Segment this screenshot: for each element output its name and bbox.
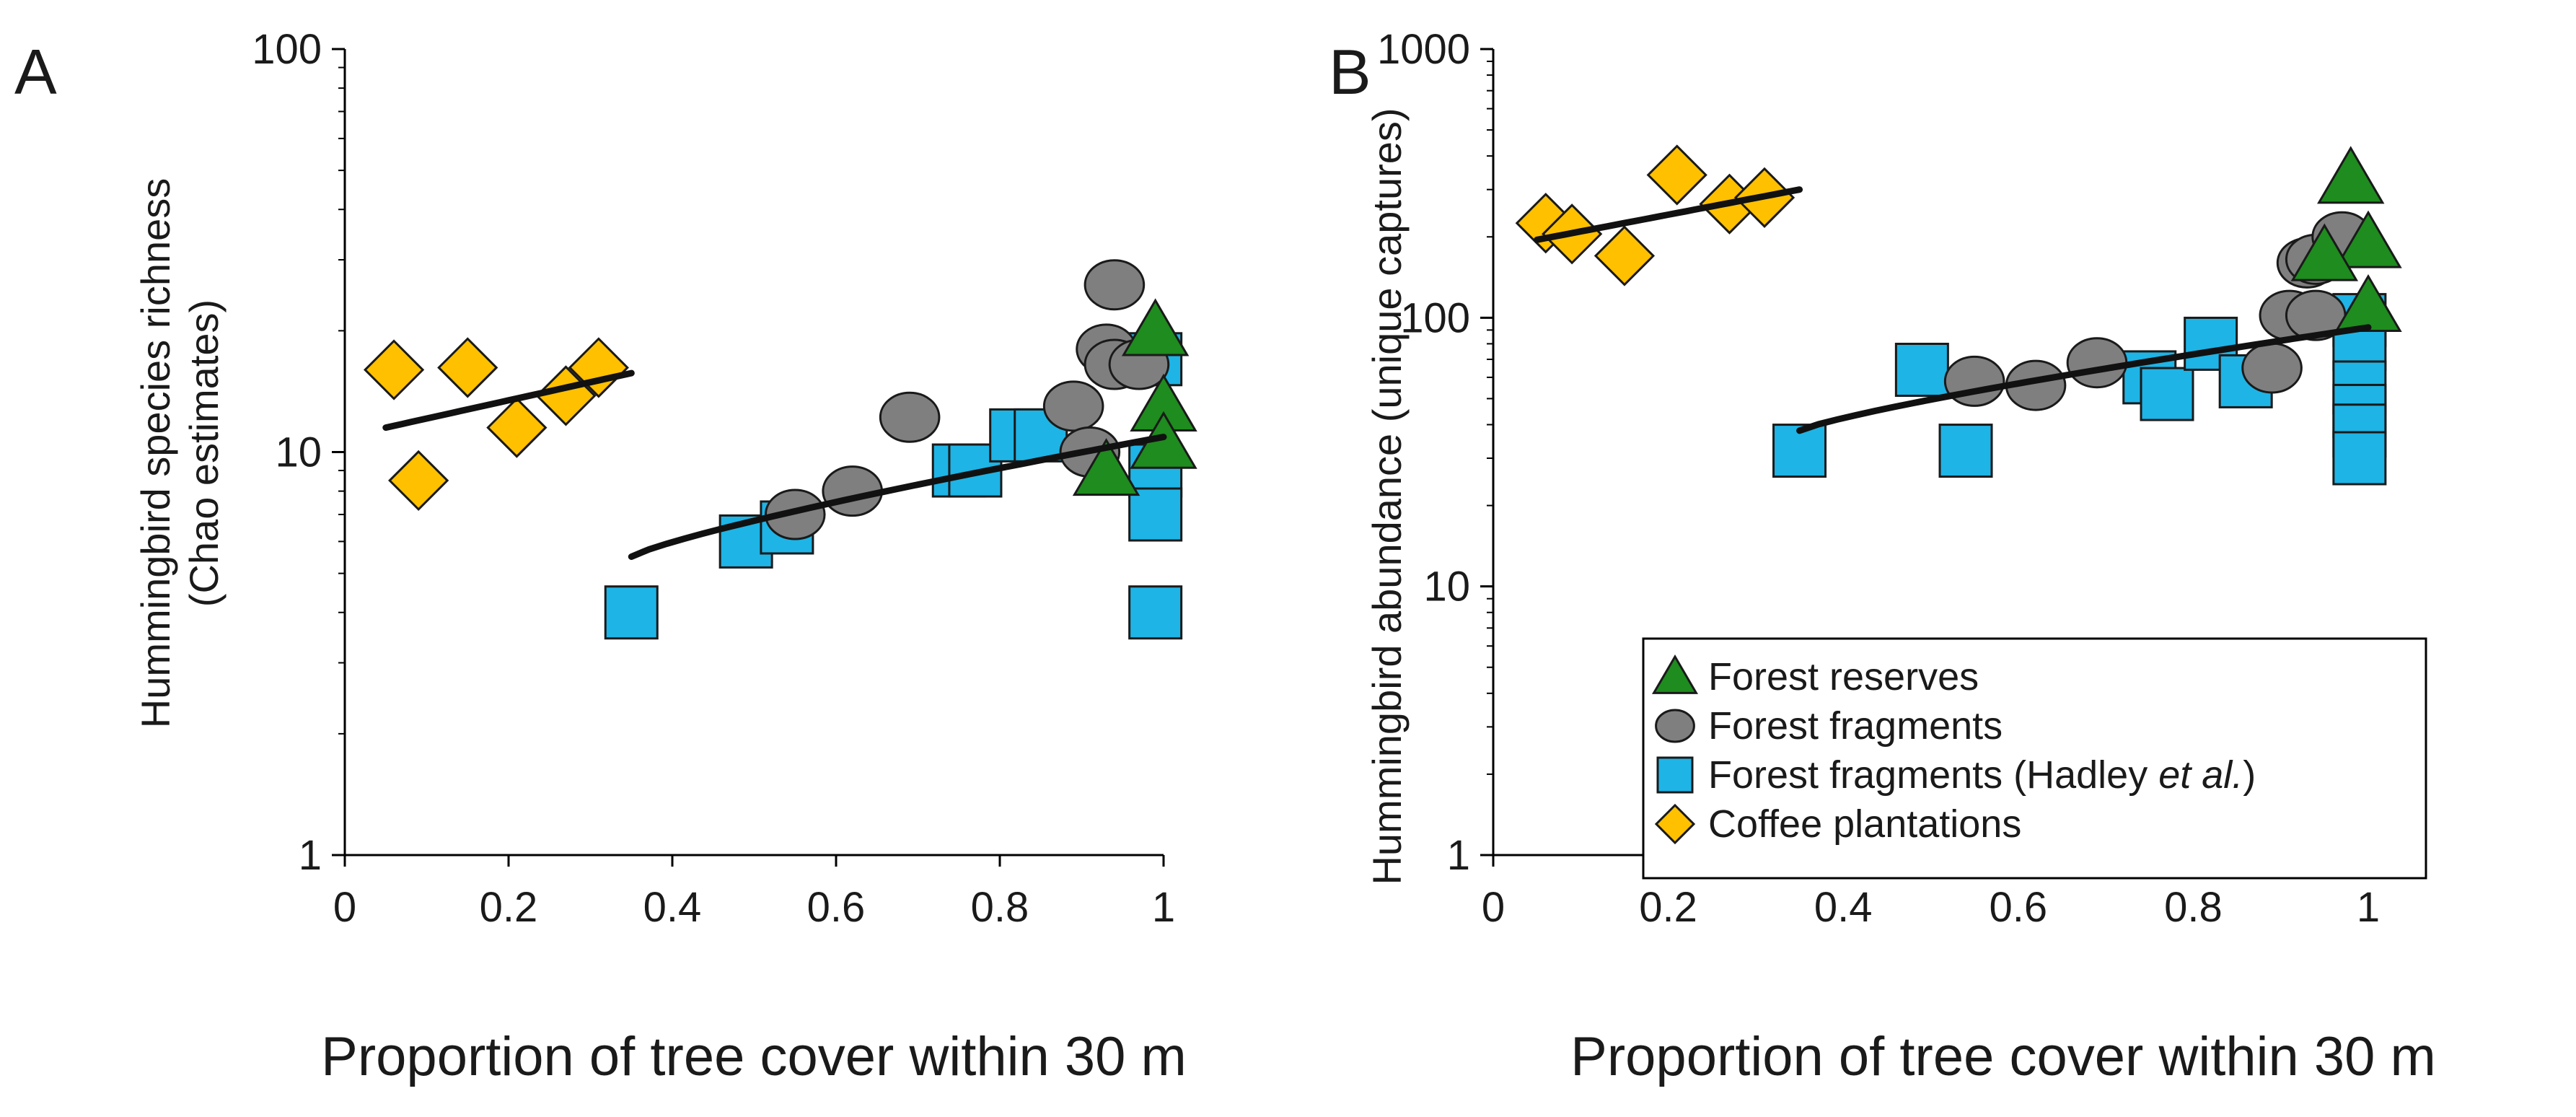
panel-a-letter: A xyxy=(14,36,57,108)
panel-b-xtick-label: 1 xyxy=(2357,884,2380,931)
panel-b-point-forest-fragments-hadley-et-al xyxy=(1938,424,1993,478)
panel-b-point-coffee-plantations xyxy=(1646,144,1707,206)
legend-label-hadley-end: ) xyxy=(2243,753,2256,797)
panel-b-point-forest-fragments-hadley-et-al xyxy=(2184,316,2238,371)
legend-label-coffee: Coffee plantations xyxy=(1708,802,2021,846)
legend-label-forest-fragments: Forest fragments xyxy=(1708,704,2003,748)
panel-b-ytick-label: 1000 xyxy=(1377,26,1470,73)
panel-b-point-forest-fragments-hadley-et-al xyxy=(1894,342,1949,397)
panel-a-ytick-label: 100 xyxy=(252,26,322,73)
legend-label-hadley: Forest fragments (Hadley et al.) xyxy=(1708,753,2256,797)
panel-a-ytick-label: 1 xyxy=(299,832,322,879)
panel-a-point-forest-fragments xyxy=(1042,380,1104,432)
panel-a-point-forest-fragments-hadley-et-al xyxy=(1128,585,1183,640)
legend: Forest reserves Forest fragments Forest … xyxy=(1642,637,2427,880)
panel-a-xtick-label: 0.4 xyxy=(643,884,702,931)
panel-b-xtick-label: 0 xyxy=(1482,884,1505,931)
panel-b-point-coffee-plantations xyxy=(1593,225,1656,286)
panel-b-points xyxy=(1515,144,2402,486)
panel-a-xtick-label: 1 xyxy=(1152,884,1175,931)
panel-a-point-forest-fragments xyxy=(879,391,941,443)
legend-marker-diamond xyxy=(1654,803,1696,845)
panel-a-forest-fit-line xyxy=(628,434,1167,560)
legend-marker-triangle xyxy=(1651,654,1699,694)
legend-label-forest-reserves: Forest reserves xyxy=(1708,655,1979,698)
legend-label-hadley-a: Forest fragments (Hadley xyxy=(1708,753,2158,797)
panel-a-xtick-label: 0.2 xyxy=(480,884,538,931)
panel-b-fits xyxy=(1534,186,2372,434)
panel-a-point-forest-fragments xyxy=(1083,259,1146,311)
panel-a-xtick-label: 0.8 xyxy=(971,884,1029,931)
panel-a-point-forest-fragments-hadley-et-al xyxy=(1128,487,1183,542)
panel-b-point-forest-fragments-hadley-et-al xyxy=(2140,367,2194,421)
panel-b-xtick-label: 0.2 xyxy=(1639,884,1697,931)
panel-b-xlabel: Proportion of tree cover within 30 m xyxy=(1570,1026,2436,1087)
panel-b-point-forest-fragments xyxy=(2241,342,2303,394)
panel-a-point-coffee-plantations xyxy=(437,337,498,398)
panel-a-ytick-label: 10 xyxy=(275,429,322,476)
panel-a-xtick-label: 0.6 xyxy=(807,884,866,931)
panel-b-letter: B xyxy=(1329,36,1371,108)
panel-a-point-coffee-plantations xyxy=(363,339,425,400)
panel-a-xlabel: Proportion of tree cover within 30 m xyxy=(321,1026,1187,1087)
panel-a-point-forest-reserves xyxy=(1121,298,1190,356)
panel-b-xtick-label: 0.6 xyxy=(1989,884,2047,931)
panel-b-xtick-label: 0.4 xyxy=(1814,884,1873,931)
panel-b-point-forest-reserves xyxy=(2334,210,2402,268)
legend-markers xyxy=(1651,654,1699,845)
panel-b-axes: 1 10 100 1000 0 0.2 0.4 0.6 0.8 1 xyxy=(1377,26,2380,931)
panel-b-point-forest-reserves xyxy=(2290,223,2359,281)
panel-b-forest-fit-line xyxy=(1796,324,2372,434)
legend-box xyxy=(1642,637,2427,880)
panel-b-ytick-label: 100 xyxy=(1400,294,1470,341)
panel-a-point-coffee-plantations xyxy=(388,450,449,512)
panel-a-point-coffee-plantations xyxy=(486,397,548,458)
panel-b-ytick-label: 1 xyxy=(1447,832,1470,879)
panel-a-xtick-label: 0 xyxy=(333,884,356,931)
panel-a-point-forest-reserves xyxy=(1072,438,1140,496)
panel-a: A Hummingbird species richness (Chao est… xyxy=(14,26,1197,1087)
legend-marker-square xyxy=(1656,756,1694,794)
panel-b: B Hummingbird abundance (unique captures… xyxy=(1329,26,2436,1087)
panel-a-coffee-fit-line xyxy=(382,369,635,432)
legend-label-hadley-italic: et al. xyxy=(2158,753,2243,797)
panel-b-ylabel: Hummingbird abundance (unique captures) xyxy=(1364,108,1410,885)
panel-a-ylabel-line1: Hummingbird species richness xyxy=(133,178,178,729)
panel-a-point-forest-fragments-hadley-et-al xyxy=(604,585,659,640)
panel-a-axes: 1 10 100 0 0.2 0.4 0.6 0.8 1 xyxy=(252,26,1175,931)
legend-marker-circle xyxy=(1655,709,1695,743)
panel-b-point-forest-fragments-hadley-et-al xyxy=(2332,431,2387,486)
panel-a-fits xyxy=(382,369,1167,560)
panel-b-ytick-label: 10 xyxy=(1423,564,1470,610)
panel-b-point-forest-reserves xyxy=(2334,273,2402,333)
panel-b-xtick-label: 0.8 xyxy=(2164,884,2223,931)
panel-b-point-forest-reserves xyxy=(2317,146,2385,204)
panel-b-point-forest-fragments xyxy=(2066,337,2128,389)
panel-b-coffee-fit-line xyxy=(1534,186,1803,243)
panel-a-ylabel-line2: (Chao estimates) xyxy=(181,299,227,607)
